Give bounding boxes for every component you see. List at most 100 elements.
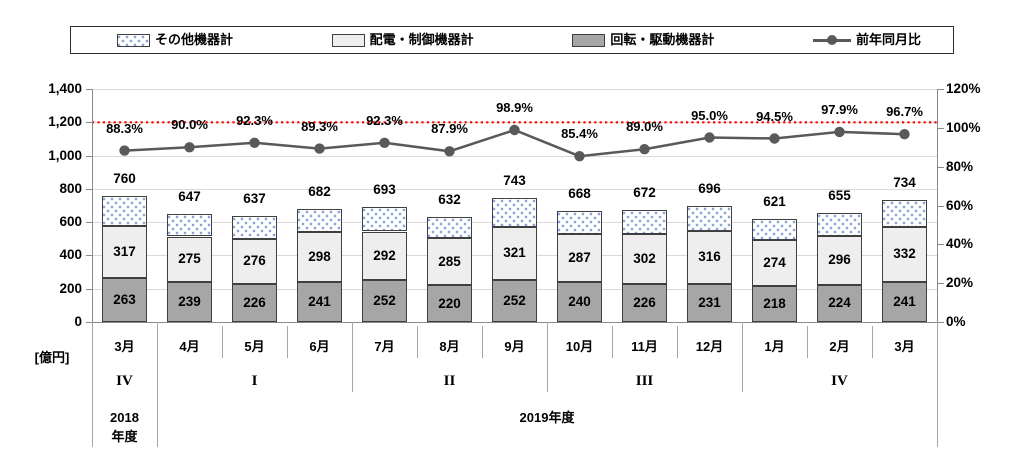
legend-item: 配電・制御機器計 <box>331 32 474 48</box>
left-axis-tick-label: 800 <box>59 180 82 196</box>
bar-segment <box>622 234 667 285</box>
bar-segment <box>232 238 277 285</box>
bar-segment <box>622 284 667 322</box>
legend-box: その他機器計 配電・制御機器計 回転・駆動機器計 前年同月比 <box>70 26 954 54</box>
gridline <box>92 188 937 190</box>
legend-swatch-dotted-icon <box>117 33 150 47</box>
bar-segment <box>882 226 927 282</box>
bar-segment <box>102 225 147 279</box>
bar-segment-label: 240 <box>568 294 591 309</box>
year-label: 2018 年度 <box>92 408 157 446</box>
bar-segment-label: 241 <box>308 293 331 309</box>
bar-segment <box>297 232 342 282</box>
unit-label: [億円] <box>34 350 70 365</box>
month-separator <box>872 326 873 358</box>
legend-swatch-light-icon <box>331 33 365 47</box>
legend-label: その他機器計 <box>155 32 234 47</box>
year-label-line: 2019年度 <box>519 410 575 425</box>
right-axis-tick <box>938 322 944 323</box>
left-axis-tick-label: 200 <box>59 280 82 296</box>
right-axis-tick-label: 40% <box>946 236 974 252</box>
right-axis-tick <box>938 283 944 285</box>
bar-total-label: 672 <box>633 185 656 201</box>
left-axis-tick <box>86 255 92 257</box>
bar-segment <box>492 198 537 227</box>
bar-segment <box>817 284 862 322</box>
trend-point-marker <box>769 133 780 144</box>
month-label: 9月 <box>504 339 525 354</box>
trend-point-marker <box>119 145 130 156</box>
bar-segment <box>752 218 797 241</box>
month-label: 1月 <box>764 339 785 354</box>
legend-label: 前年同月比 <box>855 32 921 47</box>
month-label: 3月 <box>114 339 135 354</box>
bar-total-label: 655 <box>828 188 851 203</box>
right-axis-tick <box>938 205 944 207</box>
right-axis-tick <box>938 89 944 90</box>
trend-point-marker <box>574 151 585 162</box>
month-label: 5月 <box>244 339 265 354</box>
line-value-label: 94.5% <box>756 108 793 124</box>
month-label: 2月 <box>829 339 850 354</box>
left-axis-tick-label: 400 <box>59 247 82 263</box>
month-separator <box>287 326 288 358</box>
trend-point-marker <box>834 126 845 138</box>
line-value-label: 97.9% <box>821 101 858 117</box>
trend-point-marker <box>444 146 455 157</box>
bar-segment <box>557 282 602 322</box>
bar-segment-label: 321 <box>503 245 526 261</box>
gridline <box>92 89 937 90</box>
bar-segment-label: 226 <box>243 295 266 311</box>
right-axis-tick-label: 0% <box>946 314 966 329</box>
month-label: 8月 <box>439 339 460 354</box>
legend-swatch-gray-icon <box>572 33 606 47</box>
bar-segment <box>102 278 147 322</box>
bar-segment <box>362 231 407 281</box>
bar-segment <box>362 280 407 322</box>
year-label-line: 年度 <box>111 429 138 444</box>
bar-segment-label: 263 <box>113 292 136 308</box>
trend-point-marker <box>249 137 260 148</box>
bar-total-label: 668 <box>568 185 591 201</box>
bar-segment-label: 224 <box>828 295 851 311</box>
bar-segment <box>687 206 732 231</box>
line-value-label: 89.0% <box>626 119 663 135</box>
line-value-label: 85.4% <box>561 126 598 142</box>
bar-total-label: 743 <box>503 173 526 189</box>
bar-segment-label: 274 <box>763 254 786 270</box>
bar-segment <box>687 231 732 284</box>
left-axis-line <box>92 89 93 322</box>
year-separator <box>92 322 93 447</box>
legend-item: 前年同月比 <box>812 32 921 48</box>
legend-label: 配電・制御機器計 <box>369 32 474 47</box>
right-axis-line <box>937 89 938 322</box>
year-label-line: 2018 <box>110 410 139 425</box>
bar-segment <box>297 208 342 233</box>
line-value-label: 88.3% <box>106 120 143 136</box>
trend-point-marker <box>314 143 325 154</box>
bar-segment-label: 220 <box>438 295 461 311</box>
trend-point-marker <box>639 144 650 155</box>
bar-segment <box>232 216 277 239</box>
month-label: 4月 <box>179 339 200 354</box>
bar-segment <box>687 283 732 322</box>
bar-segment-label: 298 <box>308 249 331 265</box>
bar-segment-label: 252 <box>503 293 526 308</box>
left-axis-tick <box>86 288 92 290</box>
line-value-label: 90.0% <box>171 117 208 133</box>
bar-segment-label: 275 <box>178 251 201 267</box>
quarter-separator <box>547 322 548 392</box>
month-label: 3月 <box>894 339 915 354</box>
left-axis-tick <box>86 188 92 190</box>
year-label: 2019年度 <box>157 408 937 427</box>
bar-total-label: 696 <box>698 181 721 197</box>
month-separator <box>417 326 418 358</box>
quarter-label: III <box>635 373 654 389</box>
trend-point-marker <box>184 142 195 153</box>
bar-segment-label: 218 <box>763 295 786 311</box>
trend-point-marker <box>899 129 910 140</box>
left-axis-tick <box>86 322 92 323</box>
line-value-label: 87.9% <box>431 121 468 137</box>
trend-line-layer <box>92 121 937 162</box>
bar-segment <box>752 285 797 322</box>
